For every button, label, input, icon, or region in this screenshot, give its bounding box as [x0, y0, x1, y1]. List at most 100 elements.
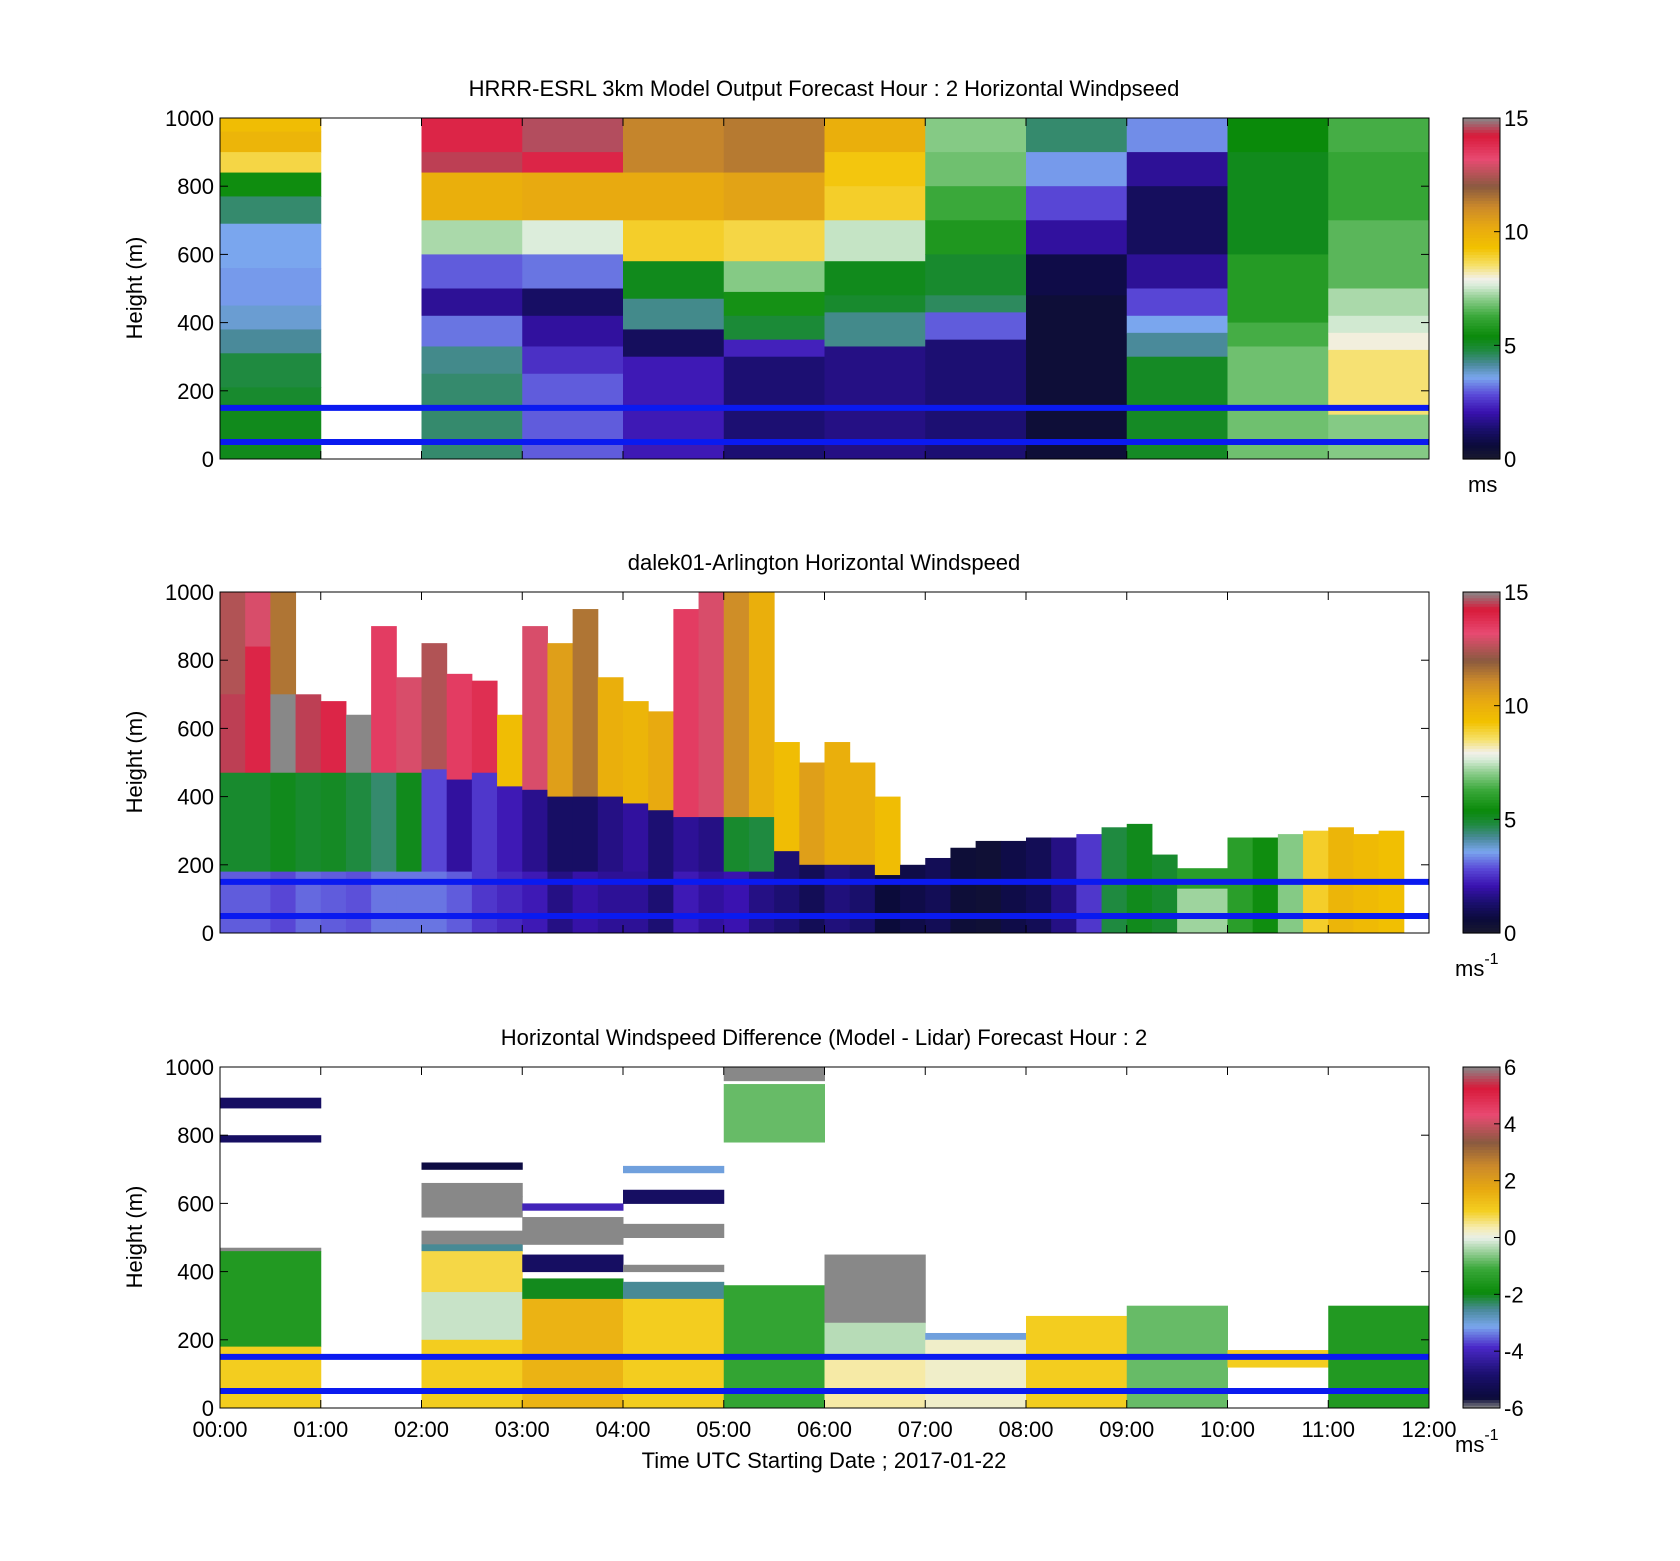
heatmap-cell: [421, 118, 523, 153]
heatmap-cell: [1328, 349, 1429, 416]
colorbar-tick-label: -6: [1504, 1396, 1524, 1421]
heatmap-cell: [220, 387, 322, 405]
colorbar-swatch: [1463, 1308, 1500, 1312]
colorbar-swatch: [1463, 1260, 1500, 1264]
colorbar-swatch: [1463, 1354, 1500, 1358]
colorbar-swatch: [1463, 1368, 1500, 1372]
heatmap-cell: [522, 254, 624, 289]
colorbar-swatch: [1463, 1257, 1500, 1261]
colorbar-swatch: [1463, 1280, 1500, 1284]
colorbar-swatch: [1463, 1325, 1500, 1330]
heatmap-cell: [1026, 220, 1128, 255]
colorbar-swatch: [1463, 918, 1500, 923]
colorbar-swatch: [1463, 1166, 1500, 1170]
colorbar-swatch: [1463, 1390, 1500, 1395]
colorbar-swatch: [1463, 1072, 1500, 1077]
heatmap-cell: [345, 772, 372, 873]
reference-lines: [220, 878, 1429, 919]
colorbar-swatch: [1463, 174, 1500, 179]
colorbar-swatch: [1463, 802, 1500, 806]
colorbar-swatch: [1463, 1311, 1500, 1315]
colorbar-swatch: [1463, 603, 1500, 607]
heatmap-cell: [900, 864, 926, 933]
colorbar-swatch: [1463, 396, 1500, 400]
heatmap-cell: [421, 152, 523, 174]
colorbar: -6 -4 -2 0 2 4 6: [1462, 1055, 1524, 1421]
y-tick-label: 200: [177, 379, 214, 404]
colorbar-swatch: [1463, 319, 1500, 324]
colorbar-swatch: [1463, 316, 1500, 321]
colorbar-swatch: [1463, 154, 1500, 159]
colorbar-swatch: [1463, 197, 1500, 202]
y-tick-label: 600: [177, 1191, 214, 1216]
colorbar-swatch: [1463, 819, 1500, 823]
y-tick-label: 200: [177, 853, 214, 878]
colorbar-swatch: [1463, 1228, 1500, 1233]
colorbar-swatch: [1463, 756, 1500, 761]
colorbar-swatch: [1463, 1180, 1500, 1185]
heatmap-cell: [522, 220, 624, 255]
colorbar-tick-label: 0: [1504, 1226, 1516, 1251]
colorbar-swatch: [1463, 351, 1500, 355]
colorbar-swatch: [1463, 225, 1500, 230]
x-tick-label: 00:00: [192, 1417, 247, 1442]
heatmap-cell: [1328, 288, 1429, 317]
colorbar-swatch: [1463, 771, 1500, 775]
colorbar-swatch: [1463, 1336, 1500, 1341]
colorbar-swatch: [1463, 376, 1500, 381]
colorbar-swatch: [1463, 873, 1500, 877]
colorbar-swatch: [1463, 657, 1500, 661]
colorbar-swatch: [1463, 776, 1500, 781]
colorbar-swatch: [1463, 257, 1500, 261]
colorbar-swatch: [1463, 788, 1500, 792]
heatmap-cell: [220, 1251, 322, 1348]
colorbar-swatch: [1463, 1376, 1500, 1381]
colorbar-swatch: [1463, 805, 1500, 809]
colorbar-swatch: [1463, 611, 1500, 616]
colorbar-swatch: [1463, 214, 1500, 219]
colorbar-swatch: [1463, 799, 1500, 803]
heatmap-cell: [371, 772, 397, 873]
colorbar-swatch: [1463, 1146, 1500, 1151]
heatmap-cell: [824, 261, 926, 296]
colorbar-swatch: [1463, 904, 1500, 909]
heatmap-cell: [1126, 332, 1228, 358]
heatmap-cell: [824, 295, 926, 313]
heatmap-cell: [220, 268, 322, 307]
colorbar-swatch: [1463, 183, 1500, 187]
colorbar-swatch: [1463, 717, 1500, 721]
heatmap-cell: [623, 1281, 725, 1300]
x-axis: [219, 118, 1430, 459]
y-tick-label: 800: [177, 174, 214, 199]
colorbar-swatch: [1463, 223, 1500, 227]
colorbar-swatch: [1463, 171, 1500, 176]
colorbar-tick-label: 15: [1504, 106, 1528, 131]
heatmap-cell: [1177, 868, 1228, 890]
x-tick-label: 06:00: [797, 1417, 852, 1442]
heatmap-cell: [572, 609, 599, 798]
colorbar-swatch: [1463, 1200, 1500, 1204]
y-axis-label: Height (m): [122, 1186, 147, 1289]
heatmap-cell: [421, 315, 523, 347]
colorbar-swatch: [1463, 243, 1500, 247]
colorbar-swatch: [1463, 623, 1500, 627]
heatmap-cell: [522, 152, 624, 174]
heatmap-cell: [774, 851, 800, 933]
colorbar-swatch: [1463, 1393, 1500, 1398]
colorbar-swatch: [1463, 893, 1500, 897]
heatmap-cell: [1026, 152, 1128, 187]
heatmap-cell: [648, 810, 674, 873]
colorbar-swatch: [1463, 368, 1500, 372]
heatmap-cell: [572, 796, 599, 873]
heatmap-cell: [220, 772, 246, 873]
colorbar-swatch: [1463, 665, 1500, 670]
y-tick-label: 1000: [165, 106, 214, 131]
heatmap-cell: [1328, 220, 1429, 289]
heatmap-cell: [799, 864, 825, 933]
colorbar-swatch: [1463, 279, 1500, 284]
heatmap-cell: [522, 118, 624, 153]
colorbar-swatch: [1463, 1348, 1500, 1352]
colorbar-swatch: [1463, 1385, 1500, 1389]
heatmap-cell: [421, 643, 448, 770]
heatmap-cell: [723, 339, 825, 358]
